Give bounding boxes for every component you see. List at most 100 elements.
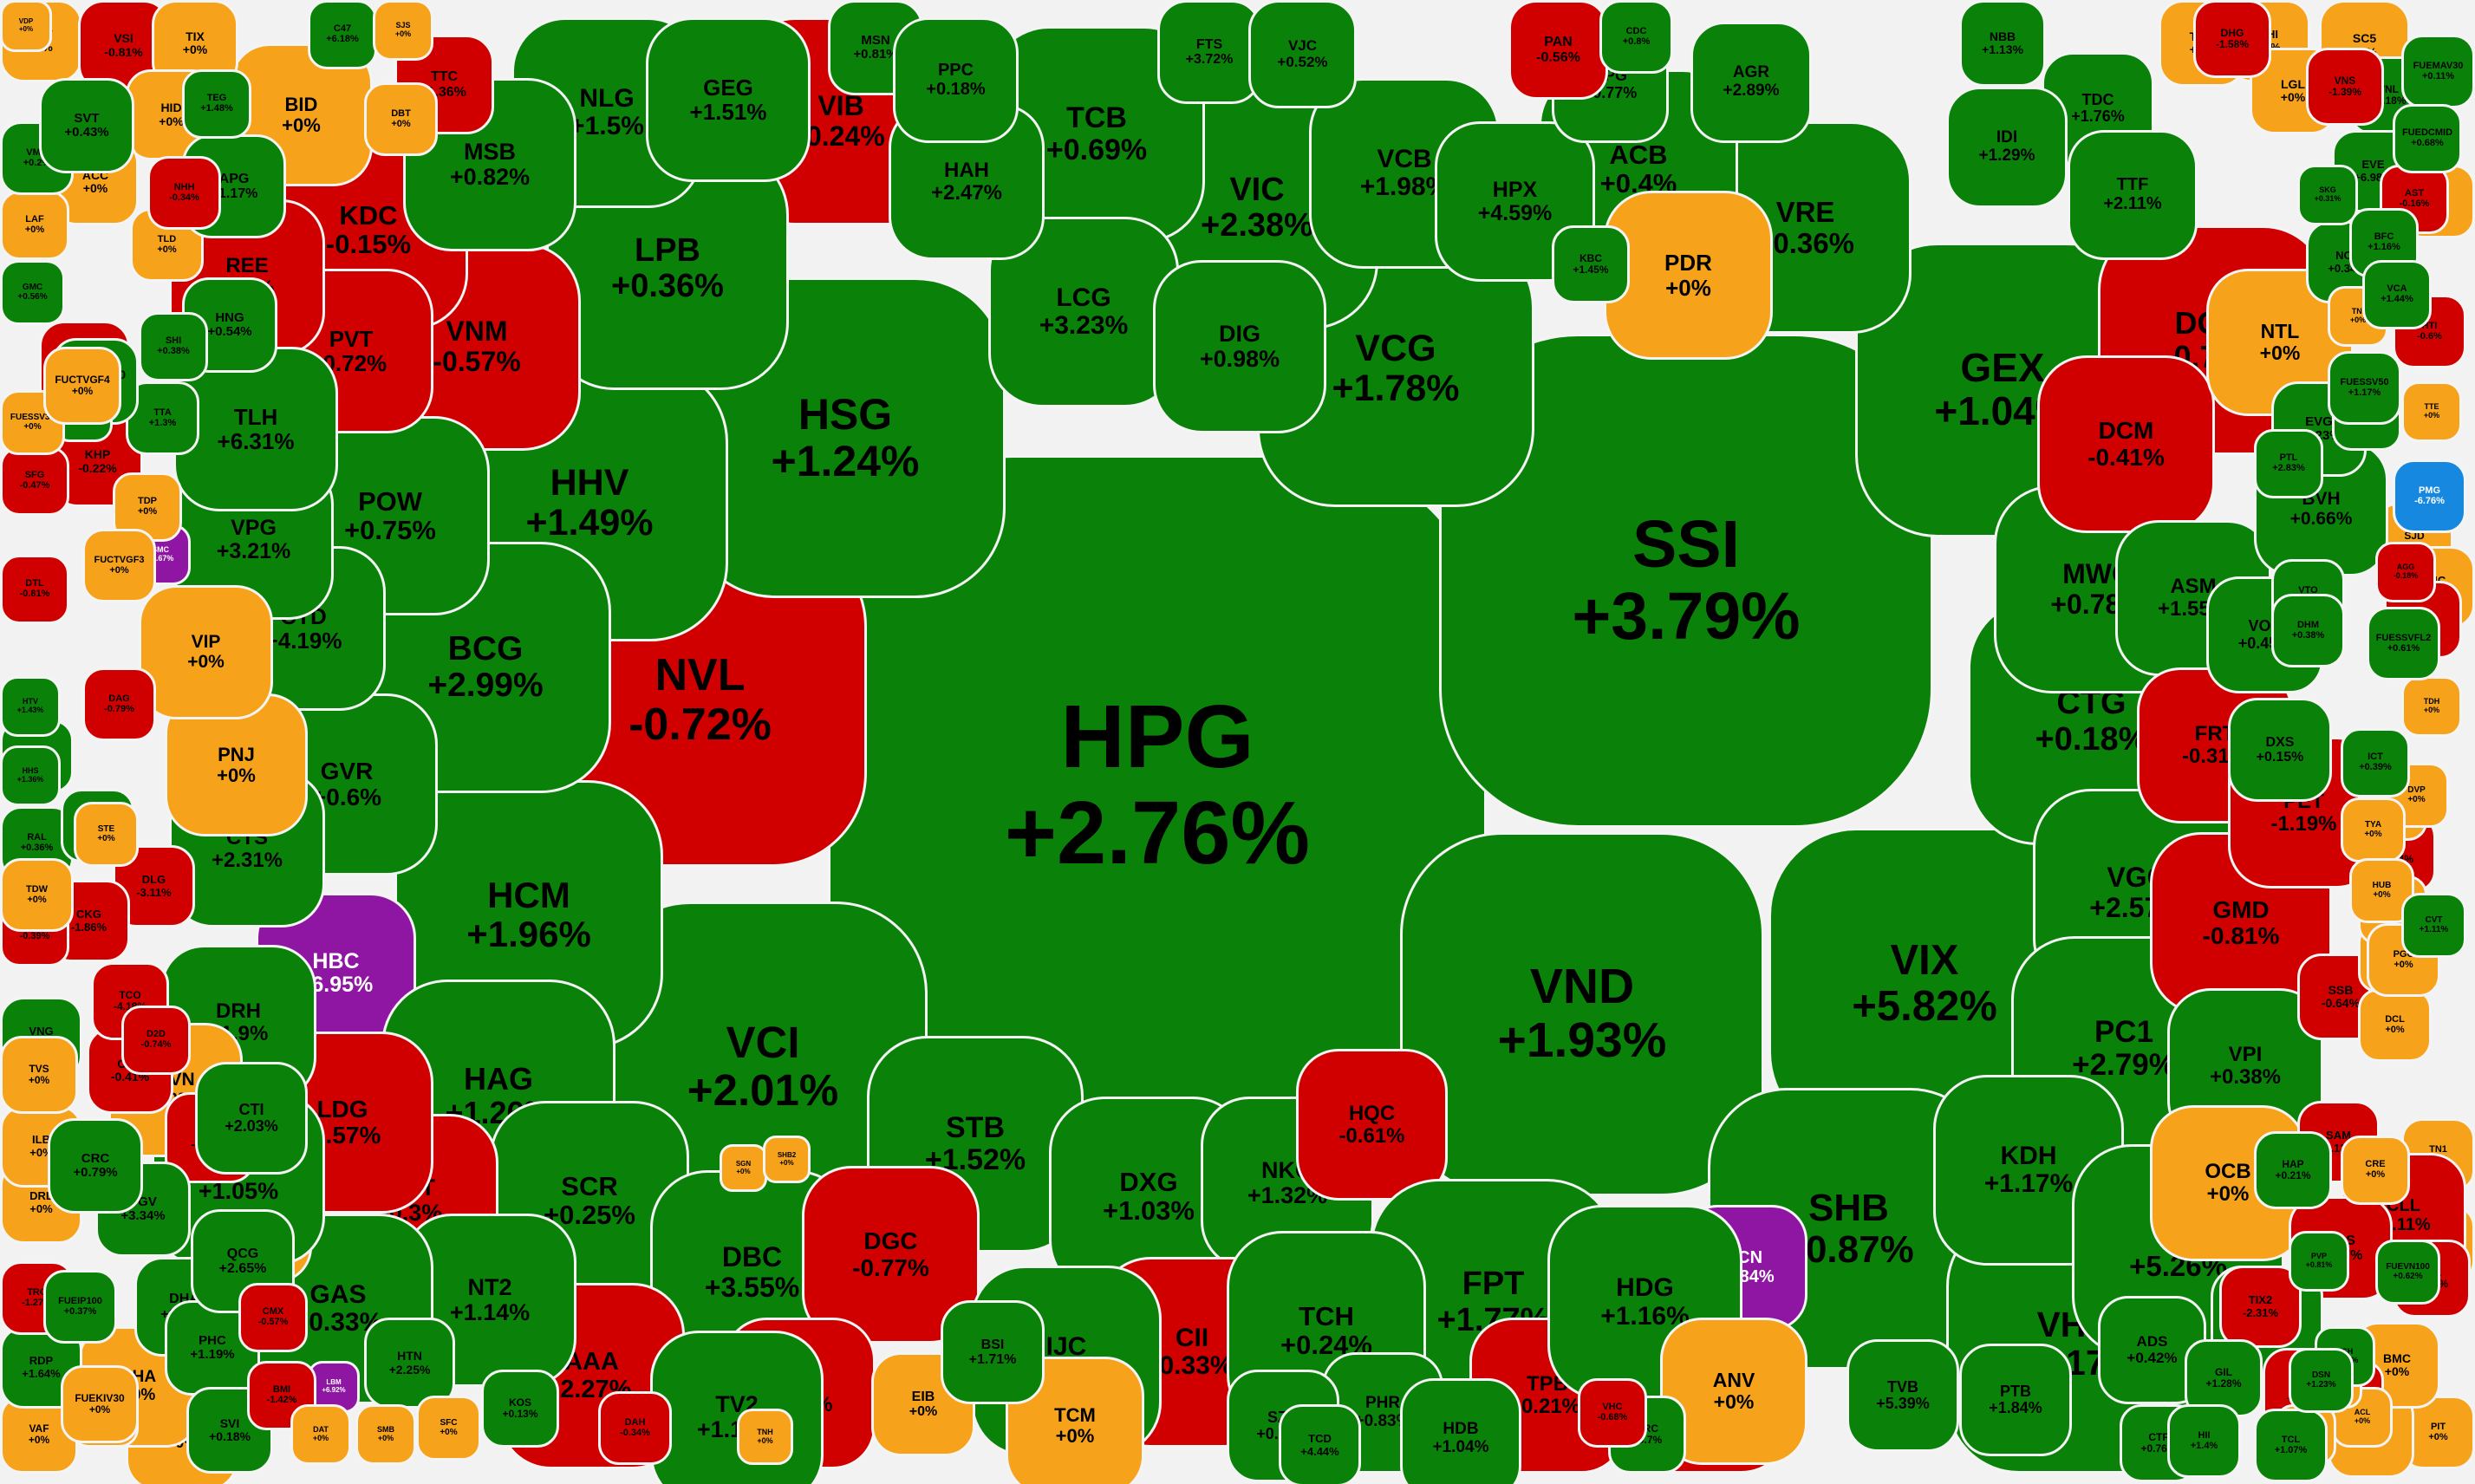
ticker-cell-gmc[interactable]: GMC +0.56% — [0, 260, 65, 325]
ticker-cell-hhs[interactable]: HHS +1.36% — [0, 745, 61, 806]
ticker-cell-laf[interactable]: LAF +0% — [0, 191, 69, 260]
ticker-cell-dcl[interactable]: DCL +0% — [2358, 988, 2432, 1062]
ticker-cell-cti[interactable]: CTI +2.03% — [195, 1062, 308, 1175]
ticker-cell-fuessvfl2[interactable]: FUESSVFL2 +0.61% — [2367, 607, 2440, 680]
ticker-cell-dsn[interactable]: DSN +1.23% — [2289, 1348, 2354, 1413]
ticker-cell-htn[interactable]: HTN +2.25% — [364, 1318, 455, 1409]
ticker-cell-d2d[interactable]: D2D -0.74% — [121, 1006, 191, 1075]
ticker-cell-dtl[interactable]: DTL -0.81% — [0, 555, 69, 624]
ticker-cell-idi[interactable]: IDI +1.29% — [1946, 87, 2068, 208]
ticker-cell-tnh[interactable]: TNH +0% — [737, 1409, 793, 1465]
ticker-cell-shi[interactable]: SHI +0.38% — [139, 312, 208, 381]
ticker-cell-lcg[interactable]: LCG +3.23% — [988, 217, 1179, 407]
ticker-cell-ict[interactable]: ICT +0.39% — [2341, 728, 2410, 797]
ticker-cell-svt[interactable]: SVT +0.43% — [39, 78, 134, 173]
ticker-cell-hii[interactable]: HII +1.4% — [2167, 1404, 2241, 1478]
ticker-symbol: ACL — [2354, 1408, 2371, 1417]
ticker-cell-tdh[interactable]: TDH +0% — [2401, 676, 2462, 737]
ticker-cell-shb2[interactable]: SHB2 +0% — [763, 1136, 811, 1183]
ticker-cell-vhc[interactable]: VHC -0.68% — [1578, 1378, 1647, 1448]
ticker-cell-dag[interactable]: DAG -0.79% — [82, 667, 156, 741]
ticker-symbol: TCO — [119, 989, 141, 1002]
ticker-cell-vnd[interactable]: VND +1.93% — [1400, 832, 1764, 1196]
ticker-cell-tix2[interactable]: TIX2 -2.31% — [2219, 1266, 2302, 1348]
ticker-cell-crc[interactable]: CRC +0.79% — [48, 1118, 143, 1214]
ticker-cell-ppc[interactable]: PPC +0.18% — [893, 17, 1019, 143]
ticker-cell-tya[interactable]: TYA +0% — [2341, 797, 2406, 862]
ticker-cell-hap[interactable]: HAP +0.21% — [2254, 1131, 2332, 1209]
ticker-cell-dbt[interactable]: DBT +0% — [364, 82, 438, 156]
ticker-cell-fuemav30[interactable]: FUEMAV30 +0.11% — [2401, 35, 2475, 108]
ticker-cell-tcd[interactable]: TCD +4.44% — [1279, 1404, 1361, 1484]
ticker-cell-cdc[interactable]: CDC +0.8% — [1599, 0, 1673, 74]
ticker-cell-fuekiv30[interactable]: FUEKIV30 +0% — [61, 1365, 139, 1443]
ticker-cell-pvp[interactable]: PVP +0.81% — [2289, 1231, 2349, 1292]
ticker-cell-agr[interactable]: AGR +2.89% — [1690, 22, 1812, 143]
ticker-cell-vdp[interactable]: VDP +0% — [0, 0, 52, 52]
ticker-cell-kbc[interactable]: KBC +1.45% — [1552, 225, 1630, 303]
ticker-cell-dah[interactable]: DAH -0.34% — [598, 1391, 672, 1465]
ticker-cell-vip[interactable]: VIP +0% — [139, 585, 273, 719]
ticker-cell-tvb[interactable]: TVB +5.39% — [1846, 1339, 1959, 1452]
ticker-cell-vjc[interactable]: VJC +0.52% — [1248, 0, 1357, 108]
ticker-cell-nbb[interactable]: NBB +1.13% — [1959, 0, 2046, 87]
ticker-cell-pan[interactable]: PAN -0.56% — [1508, 0, 1608, 100]
ticker-cell-dhg[interactable]: DHG -1.58% — [2193, 0, 2271, 78]
ticker-cell-dcm[interactable]: DCM -0.41% — [2037, 355, 2215, 533]
ticker-cell-ptl[interactable]: PTL +2.83% — [2254, 429, 2323, 498]
ticker-cell-fuctvgf3[interactable]: FUCTVGF3 +0% — [82, 529, 156, 602]
ticker-cell-dhm[interactable]: DHM +0.38% — [2271, 594, 2345, 667]
ticker-symbol: PVT — [329, 325, 374, 352]
ticker-cell-hdb[interactable]: HDB +1.04% — [1400, 1378, 1521, 1484]
ticker-cell-c47[interactable]: C47 +6.18% — [308, 0, 377, 69]
ticker-cell-dgc[interactable]: DGC -0.77% — [802, 1166, 980, 1344]
ticker-cell-gil[interactable]: GIL +1.28% — [2185, 1339, 2263, 1417]
ticker-cell-cmx[interactable]: CMX -0.57% — [238, 1283, 308, 1352]
ticker-cell-dat[interactable]: DAT +0% — [290, 1404, 351, 1465]
ticker-cell-tvs[interactable]: TVS +0% — [0, 1036, 78, 1114]
ticker-cell-teg[interactable]: TEG +1.48% — [182, 69, 251, 139]
ticker-cell-acl[interactable]: ACL +0% — [2332, 1387, 2393, 1448]
ticker-cell-fueip100[interactable]: FUEIP100 +0.37% — [43, 1270, 117, 1344]
ticker-cell-cvt[interactable]: CVT +1.11% — [2401, 893, 2466, 958]
ticker-cell-sfc[interactable]: SFC +0% — [416, 1396, 481, 1461]
ticker-cell-htv[interactable]: HTV +1.43% — [0, 676, 61, 737]
ticker-change: -0.77% — [852, 1253, 929, 1281]
ticker-cell-smb[interactable]: SMB +0% — [355, 1404, 416, 1465]
ticker-cell-nhh[interactable]: NHH -0.34% — [147, 156, 221, 230]
ticker-cell-fuevn100[interactable]: FUEVN100 +0.62% — [2375, 1240, 2440, 1305]
ticker-cell-pdr[interactable]: PDR +0% — [1604, 191, 1773, 360]
ticker-cell-geg[interactable]: GEG +1.51% — [646, 17, 811, 182]
ticker-symbol: VMD — [26, 146, 48, 158]
ticker-symbol: ACB — [1609, 139, 1668, 170]
ticker-change: +2.01% — [687, 1065, 839, 1115]
ticker-cell-fuessv50[interactable]: FUESSV50 +1.17% — [2328, 351, 2401, 425]
ticker-cell-pmg[interactable]: PMG -6.76% — [2393, 459, 2466, 533]
ticker-cell-sgn[interactable]: SGN +0% — [720, 1144, 767, 1192]
ticker-cell-ste[interactable]: STE +0% — [74, 802, 139, 867]
ticker-cell-vca[interactable]: VCA +1.44% — [2362, 260, 2432, 329]
ticker-cell-kos[interactable]: KOS +0.13% — [481, 1370, 559, 1448]
ticker-cell-fuedcmid[interactable]: FUEDCMID +0.68% — [2393, 104, 2462, 173]
ticker-cell-cre[interactable]: CRE +0% — [2341, 1136, 2410, 1205]
ticker-cell-ptb[interactable]: PTB +1.84% — [1959, 1344, 2072, 1456]
ticker-change: -0.81% — [2202, 922, 2280, 949]
ticker-cell-skg[interactable]: SKG +0.31% — [2297, 165, 2358, 225]
ticker-cell-ttf[interactable]: TTF +2.11% — [2068, 130, 2198, 260]
ticker-cell-eib[interactable]: EIB +0% — [871, 1352, 975, 1456]
ticker-cell-fuctvgf4[interactable]: FUCTVGF4 +0% — [43, 347, 121, 425]
ticker-cell-sfg[interactable]: SFG -0.47% — [0, 446, 69, 516]
ticker-cell-tdw[interactable]: TDW +0% — [0, 858, 74, 932]
ticker-cell-sjs[interactable]: SJS +0% — [373, 0, 433, 61]
ticker-cell-dxs[interactable]: DXS +0.15% — [2228, 698, 2332, 802]
ticker-cell-tv2[interactable]: TV2+1.15% — [650, 1331, 824, 1484]
ticker-cell-dig[interactable]: DIG +0.98% — [1153, 260, 1326, 433]
ticker-cell-hqc[interactable]: HQC -0.61% — [1296, 1049, 1448, 1201]
ticker-cell-fts[interactable]: FTS +3.72% — [1157, 0, 1261, 104]
ticker-cell-tte[interactable]: TTE +0% — [2401, 381, 2462, 442]
ticker-cell-bsi[interactable]: BSI +1.71% — [941, 1300, 1045, 1404]
ticker-cell-vns[interactable]: VNS -1.39% — [2306, 48, 2384, 126]
ticker-cell-tcl[interactable]: TCL +1.07% — [2254, 1409, 2328, 1482]
ticker-cell-agg[interactable]: AGG -0.18% — [2375, 542, 2436, 602]
ticker-change: +3.21% — [216, 538, 291, 563]
